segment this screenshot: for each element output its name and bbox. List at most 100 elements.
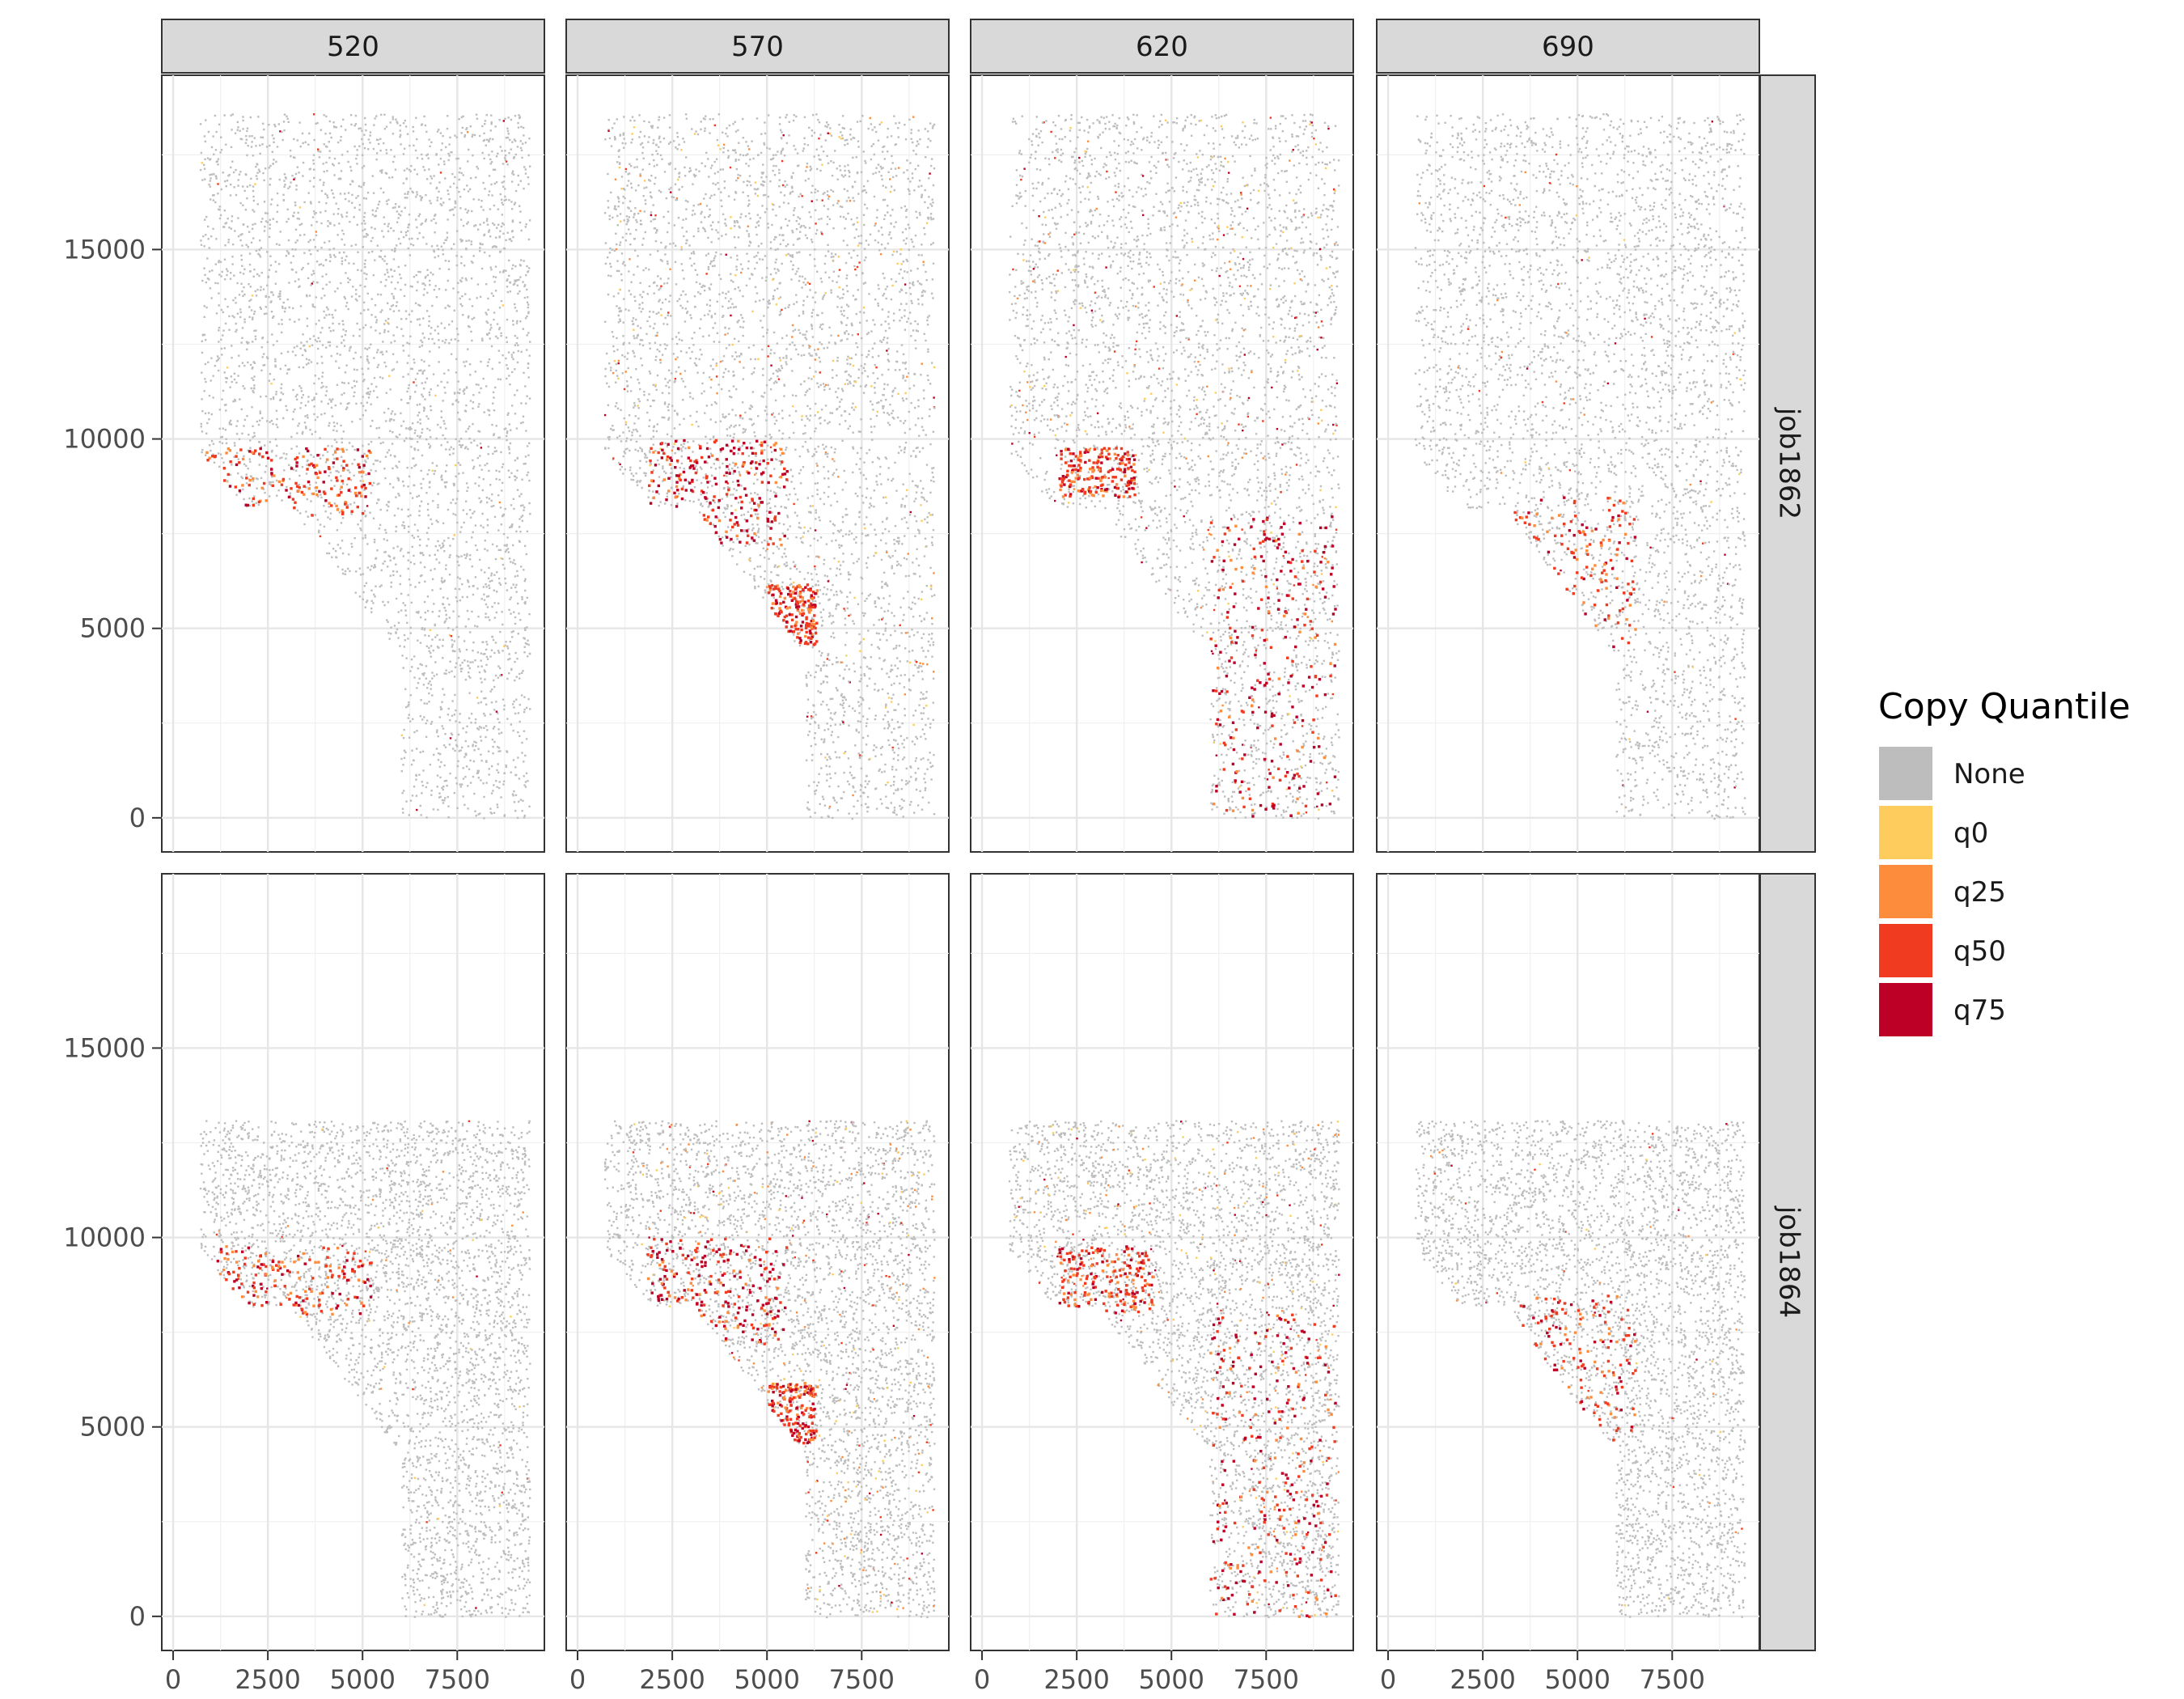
point	[906, 271, 908, 273]
point	[454, 640, 455, 642]
point	[326, 194, 328, 196]
point	[441, 725, 442, 727]
point	[342, 328, 344, 330]
point	[442, 688, 443, 689]
point	[459, 648, 460, 650]
point	[523, 816, 525, 818]
point	[480, 727, 482, 728]
point	[742, 431, 743, 433]
point	[777, 150, 778, 152]
point	[245, 135, 247, 137]
point	[518, 175, 519, 176]
point	[286, 118, 288, 120]
point	[355, 115, 357, 117]
point	[426, 178, 428, 180]
point	[893, 728, 895, 730]
point	[391, 582, 392, 583]
point	[417, 157, 418, 159]
point	[266, 251, 268, 252]
point	[763, 315, 764, 316]
point	[362, 373, 363, 375]
point	[832, 621, 834, 623]
point	[506, 364, 507, 366]
point	[856, 217, 857, 218]
point	[857, 266, 858, 268]
point	[400, 413, 401, 414]
point	[330, 480, 332, 481]
point	[411, 666, 413, 667]
point	[231, 146, 232, 148]
hotspot-point	[312, 493, 315, 495]
point	[451, 700, 453, 701]
point	[323, 171, 324, 172]
point	[455, 720, 456, 722]
point	[325, 395, 327, 396]
point	[351, 202, 353, 204]
point	[276, 340, 277, 341]
point	[376, 319, 378, 320]
point	[836, 591, 837, 592]
point	[475, 544, 476, 546]
point	[463, 225, 464, 227]
point	[340, 403, 341, 405]
point	[396, 221, 398, 222]
point	[473, 793, 475, 794]
point	[285, 365, 286, 366]
point	[527, 362, 529, 364]
point	[455, 439, 457, 440]
point	[676, 502, 678, 504]
point	[302, 431, 303, 433]
point	[224, 299, 226, 300]
hotspot-point	[335, 505, 337, 507]
point	[417, 536, 419, 537]
point	[912, 172, 913, 174]
point	[513, 701, 514, 702]
point	[856, 812, 857, 814]
point	[290, 181, 291, 183]
point	[514, 661, 515, 663]
point	[283, 302, 285, 303]
point	[260, 413, 261, 414]
point	[320, 263, 322, 265]
point	[319, 437, 320, 439]
point	[624, 356, 625, 358]
point	[306, 363, 307, 365]
point	[368, 347, 370, 349]
point	[312, 306, 314, 307]
point	[483, 478, 485, 480]
point	[228, 329, 230, 331]
point	[798, 196, 799, 197]
point	[407, 193, 408, 195]
point	[706, 462, 708, 464]
point	[400, 231, 402, 232]
point	[762, 375, 764, 376]
point	[420, 223, 421, 225]
point	[407, 227, 408, 228]
point	[516, 427, 518, 429]
point	[903, 614, 904, 616]
point	[406, 622, 408, 624]
point	[226, 270, 228, 272]
point	[431, 523, 433, 524]
point	[808, 127, 810, 129]
point	[805, 284, 806, 286]
point	[412, 718, 413, 720]
point	[349, 184, 351, 185]
point	[512, 358, 514, 360]
point	[514, 623, 516, 625]
point	[407, 594, 408, 595]
point	[413, 358, 414, 360]
point	[504, 199, 506, 201]
point	[917, 330, 919, 332]
point	[516, 477, 518, 478]
point	[667, 210, 669, 212]
point	[734, 121, 736, 123]
point	[428, 157, 430, 159]
point	[300, 305, 302, 307]
point	[344, 193, 345, 194]
point	[508, 448, 510, 450]
point	[523, 709, 525, 710]
point	[201, 449, 203, 451]
point	[318, 532, 320, 533]
point	[429, 481, 430, 482]
